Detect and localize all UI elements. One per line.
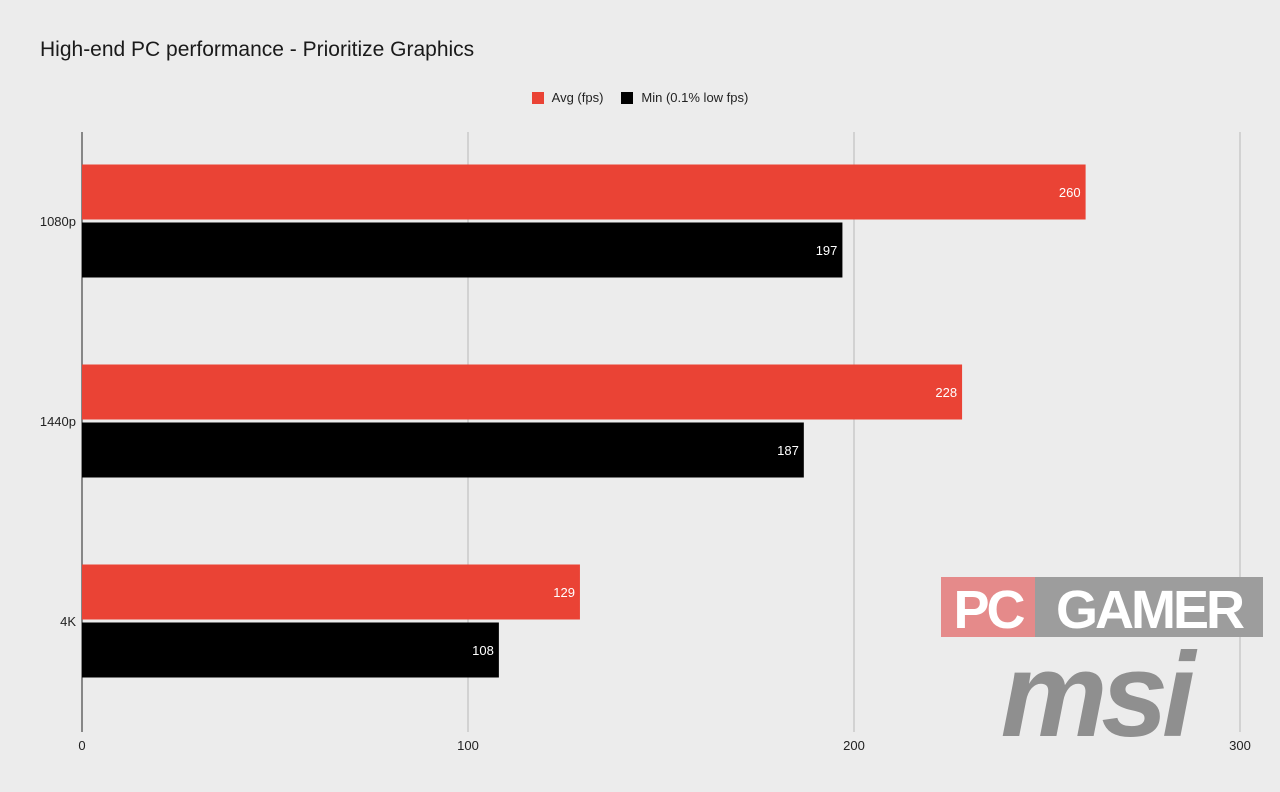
bar-data-label: 260 [1059, 185, 1081, 200]
category-label: 1440p [40, 414, 76, 429]
gamer-logo-text: GAMER [1056, 580, 1244, 640]
msi-logo-text: msi [1001, 628, 1198, 762]
category-label: 1080p [40, 214, 76, 229]
bar [82, 564, 580, 620]
legend-label-min: Min (0.1% low fps) [641, 90, 749, 105]
bar [82, 622, 499, 678]
chart-title: High-end PC performance - Prioritize Gra… [40, 38, 475, 61]
x-tick-label: 100 [457, 738, 479, 753]
pc-logo-box [941, 577, 1035, 637]
gamer-logo-box [1035, 577, 1263, 637]
bar-data-label: 197 [816, 243, 838, 258]
bar [82, 222, 843, 278]
bar-data-label: 129 [553, 585, 575, 600]
legend-item-avg: Avg (fps) [531, 90, 604, 105]
bar [82, 422, 804, 478]
legend-swatch-avg [531, 91, 544, 104]
x-tick-label: 0 [78, 738, 85, 753]
legend-label-avg: Avg (fps) [551, 90, 604, 105]
legend-swatch-min [621, 91, 634, 104]
bar-data-label: 228 [935, 385, 957, 400]
legend-item-min: Min (0.1% low fps) [621, 90, 748, 105]
legend: Avg (fps) Min (0.1% low fps) [0, 90, 1280, 105]
x-tick-label: 200 [843, 738, 865, 753]
bar [82, 364, 963, 420]
pc-logo-text: PC [953, 580, 1024, 640]
bar [82, 164, 1086, 220]
bar-data-label: 108 [472, 643, 494, 658]
x-tick-label: 300 [1229, 738, 1251, 753]
bar-data-label: 187 [777, 443, 799, 458]
category-label: 4K [60, 614, 76, 629]
